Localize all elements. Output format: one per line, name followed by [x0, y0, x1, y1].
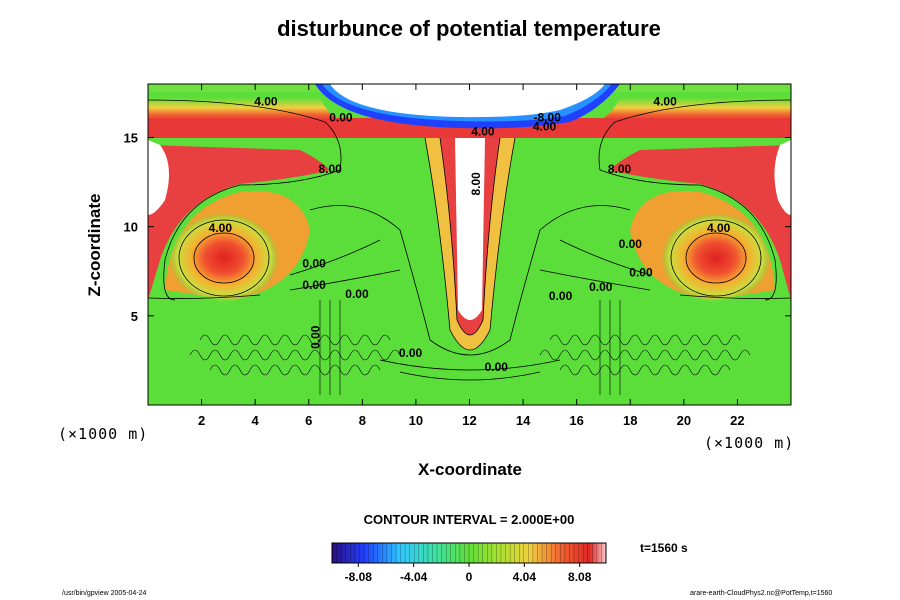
- footer-command: /usr/bin/gpview 2005-04-24: [62, 590, 147, 597]
- x-tick-label: 2: [198, 413, 205, 428]
- contour-label: 0.00: [629, 266, 653, 280]
- contour-label: 8.00: [319, 162, 343, 176]
- masked-top: [330, 84, 605, 118]
- contour-label: 0.00: [619, 237, 643, 251]
- contour-label: 0.00: [308, 325, 322, 349]
- contour-label: 0.00: [329, 110, 353, 124]
- y-tick-label: 15: [124, 131, 138, 146]
- contour-label: 0.00: [302, 257, 326, 271]
- x-axis-label: X-coordinate: [418, 460, 522, 479]
- colorbar-tick-label: 0: [466, 570, 473, 584]
- wave-contours: [189, 300, 751, 395]
- warm-region-right: [610, 145, 791, 300]
- colorbar: -8.08 -4.04 0 4.04 8.08: [331, 542, 607, 584]
- colorbar-segments: [336, 543, 602, 563]
- warm-core-left: [169, 213, 279, 303]
- contour-labels: 4.000.008.004.008.00-8.004.004.008.004.0…: [209, 94, 731, 374]
- contour-label: 4.00: [533, 119, 557, 133]
- masked-left: [148, 140, 169, 215]
- colorbar-tick-label: 4.04: [513, 570, 537, 584]
- y-tick-label: 5: [131, 309, 138, 324]
- warm-band-left: [148, 98, 345, 122]
- x-tick-label: 16: [569, 413, 583, 428]
- x-tick-label: 14: [516, 413, 531, 428]
- colorbar-tick-label: 8.08: [568, 570, 592, 584]
- x-tick-label: 20: [677, 413, 691, 428]
- x-tick-label: 18: [623, 413, 637, 428]
- x-tick-label: 6: [305, 413, 312, 428]
- x-axis: 2 4 6 8 10 12 14 16 18 20 22: [198, 84, 745, 428]
- contour-label: 8.00: [469, 172, 483, 196]
- y-axis: 5 10 15: [124, 131, 791, 324]
- contour-label: 4.00: [653, 94, 677, 108]
- x-unit-label-left: (×1000 m): [58, 425, 149, 443]
- footer-source: arare-earth-CloudPhys2.nc@PotTemp,t=1560: [690, 590, 833, 597]
- contour-label: 0.00: [302, 278, 326, 292]
- contour-label: 4.00: [471, 125, 495, 139]
- x-tick-label: 10: [409, 413, 423, 428]
- contour-label: 4.00: [209, 221, 233, 235]
- contour-label: 0.00: [549, 289, 573, 303]
- contour-label: 0.00: [399, 346, 423, 360]
- chart-title: disturbunce of potential temperature: [277, 16, 661, 41]
- contour-label: -8.00: [534, 110, 562, 124]
- colorbar-tick-label: -4.04: [400, 570, 428, 584]
- x-tick-label: 22: [730, 413, 744, 428]
- x-tick-label: 4: [252, 413, 260, 428]
- updraft-core: [455, 138, 485, 320]
- contour-lines: [148, 99, 791, 381]
- contour-label: 4.00: [254, 94, 278, 108]
- contour-label: 4.00: [707, 221, 731, 235]
- time-label: t=1560 s: [640, 541, 688, 555]
- x-tick-label: 12: [462, 413, 476, 428]
- warm-core-right: [661, 213, 771, 303]
- warm-region-left: [148, 145, 330, 300]
- warm-band-right: [595, 98, 791, 122]
- contour-label: 0.00: [345, 287, 369, 301]
- x-unit-label-right: (×1000 m): [704, 434, 795, 452]
- x-tick-label: 8: [359, 413, 366, 428]
- colorbar-ticks: -8.08 -4.04 0 4.04 8.08: [345, 563, 592, 584]
- y-tick-label: 10: [124, 220, 138, 235]
- contour-field: 4.000.008.004.008.00-8.004.004.008.004.0…: [148, 84, 791, 405]
- contour-label: 0.00: [589, 280, 613, 294]
- contour-label: 0.00: [485, 360, 509, 374]
- colorbar-tick-label: -8.08: [345, 570, 373, 584]
- contour-label: 8.00: [608, 162, 632, 176]
- masked-right: [774, 140, 791, 215]
- contour-interval-label: CONTOUR INTERVAL = 2.000E+00: [363, 512, 575, 527]
